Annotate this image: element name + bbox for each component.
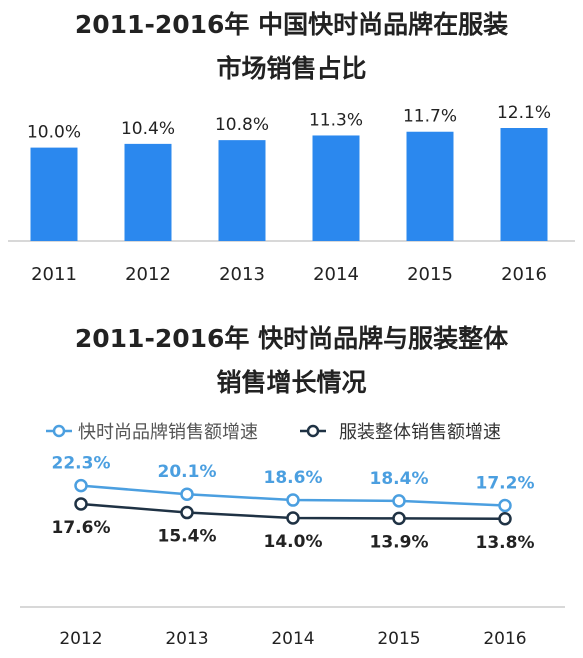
bar-x-tick-label: 2012 bbox=[125, 264, 171, 285]
series-2-point bbox=[392, 511, 406, 526]
series-1-point bbox=[498, 498, 512, 513]
series-1-value-label: 22.3% bbox=[52, 454, 111, 474]
series-2-point bbox=[180, 505, 194, 520]
series-2-point bbox=[74, 497, 88, 511]
bar-value-label: 10.0% bbox=[27, 123, 81, 143]
bar-2011 bbox=[30, 147, 78, 241]
bar-2015 bbox=[406, 131, 454, 241]
series-2-point bbox=[498, 512, 512, 526]
line-x-tick-label: 2016 bbox=[483, 629, 526, 649]
bar-x-tick-label: 2011 bbox=[31, 264, 77, 285]
legend-label-1: 快时尚品牌销售额增速 bbox=[78, 422, 258, 443]
bar-value-label: 10.8% bbox=[215, 115, 269, 135]
line-x-tick-label: 2012 bbox=[59, 629, 102, 649]
line-x-tick-label: 2015 bbox=[377, 629, 420, 649]
bar-chart: 10.0% 2011 10.4% 2012 10.8% 2013 11.3% 2014 11.7… bbox=[8, 103, 575, 285]
series-2-point bbox=[286, 511, 300, 525]
bar-value-label: 11.3% bbox=[309, 110, 363, 130]
legend-label-2: 服装整体销售额增速 bbox=[339, 422, 501, 443]
bar-value-label: 12.1% bbox=[497, 103, 551, 123]
bar-2014 bbox=[312, 135, 360, 241]
bar-chart-title-line2: 市场销售占比 bbox=[216, 54, 367, 83]
bar-2016 bbox=[500, 128, 548, 241]
bar-x-tick-label: 2016 bbox=[501, 264, 547, 285]
series-1-point bbox=[180, 487, 194, 501]
line-chart-title-line1: 2011-2016年 快时尚品牌与服装整体 bbox=[74, 324, 509, 353]
series-1-point bbox=[392, 494, 406, 508]
series-2-value-label: 14.0% bbox=[264, 532, 323, 552]
legend-marker-1 bbox=[52, 424, 66, 438]
series-2-value-label: 17.6% bbox=[52, 518, 111, 538]
bar-chart-title-line1: 2011-2016年 中国快时尚品牌在服装 bbox=[74, 10, 509, 39]
bar-value-label: 10.4% bbox=[121, 119, 175, 139]
bar-x-tick-label: 2015 bbox=[407, 264, 453, 285]
series-1-value-label: 20.1% bbox=[158, 462, 217, 482]
bar-2013 bbox=[218, 140, 266, 241]
series-1-value-label: 17.2% bbox=[476, 474, 535, 494]
line-x-tick-label: 2013 bbox=[165, 629, 208, 649]
series-1-value-label: 18.4% bbox=[370, 469, 429, 489]
series-2-value-label: 13.8% bbox=[476, 533, 535, 553]
line-chart: 快时尚品牌销售额增速 服装整体销售额增速 22.3% 20.1% 18.6% 18.4% 1… bbox=[20, 422, 565, 649]
line-chart-title-line2: 销售增长情况 bbox=[216, 368, 367, 397]
series-1-point bbox=[286, 493, 300, 507]
series-1-point bbox=[74, 478, 88, 493]
bar-x-tick-label: 2013 bbox=[219, 264, 265, 285]
series-2-value-label: 15.4% bbox=[158, 527, 217, 547]
bar-x-tick-label: 2014 bbox=[313, 264, 359, 285]
bar-value-label: 11.7% bbox=[403, 107, 457, 127]
bar-2012 bbox=[124, 143, 172, 241]
series-1-value-label: 18.6% bbox=[264, 468, 323, 488]
line-x-tick-label: 2014 bbox=[271, 629, 314, 649]
series-2-value-label: 13.9% bbox=[370, 532, 429, 552]
legend-marker-2 bbox=[306, 424, 320, 438]
